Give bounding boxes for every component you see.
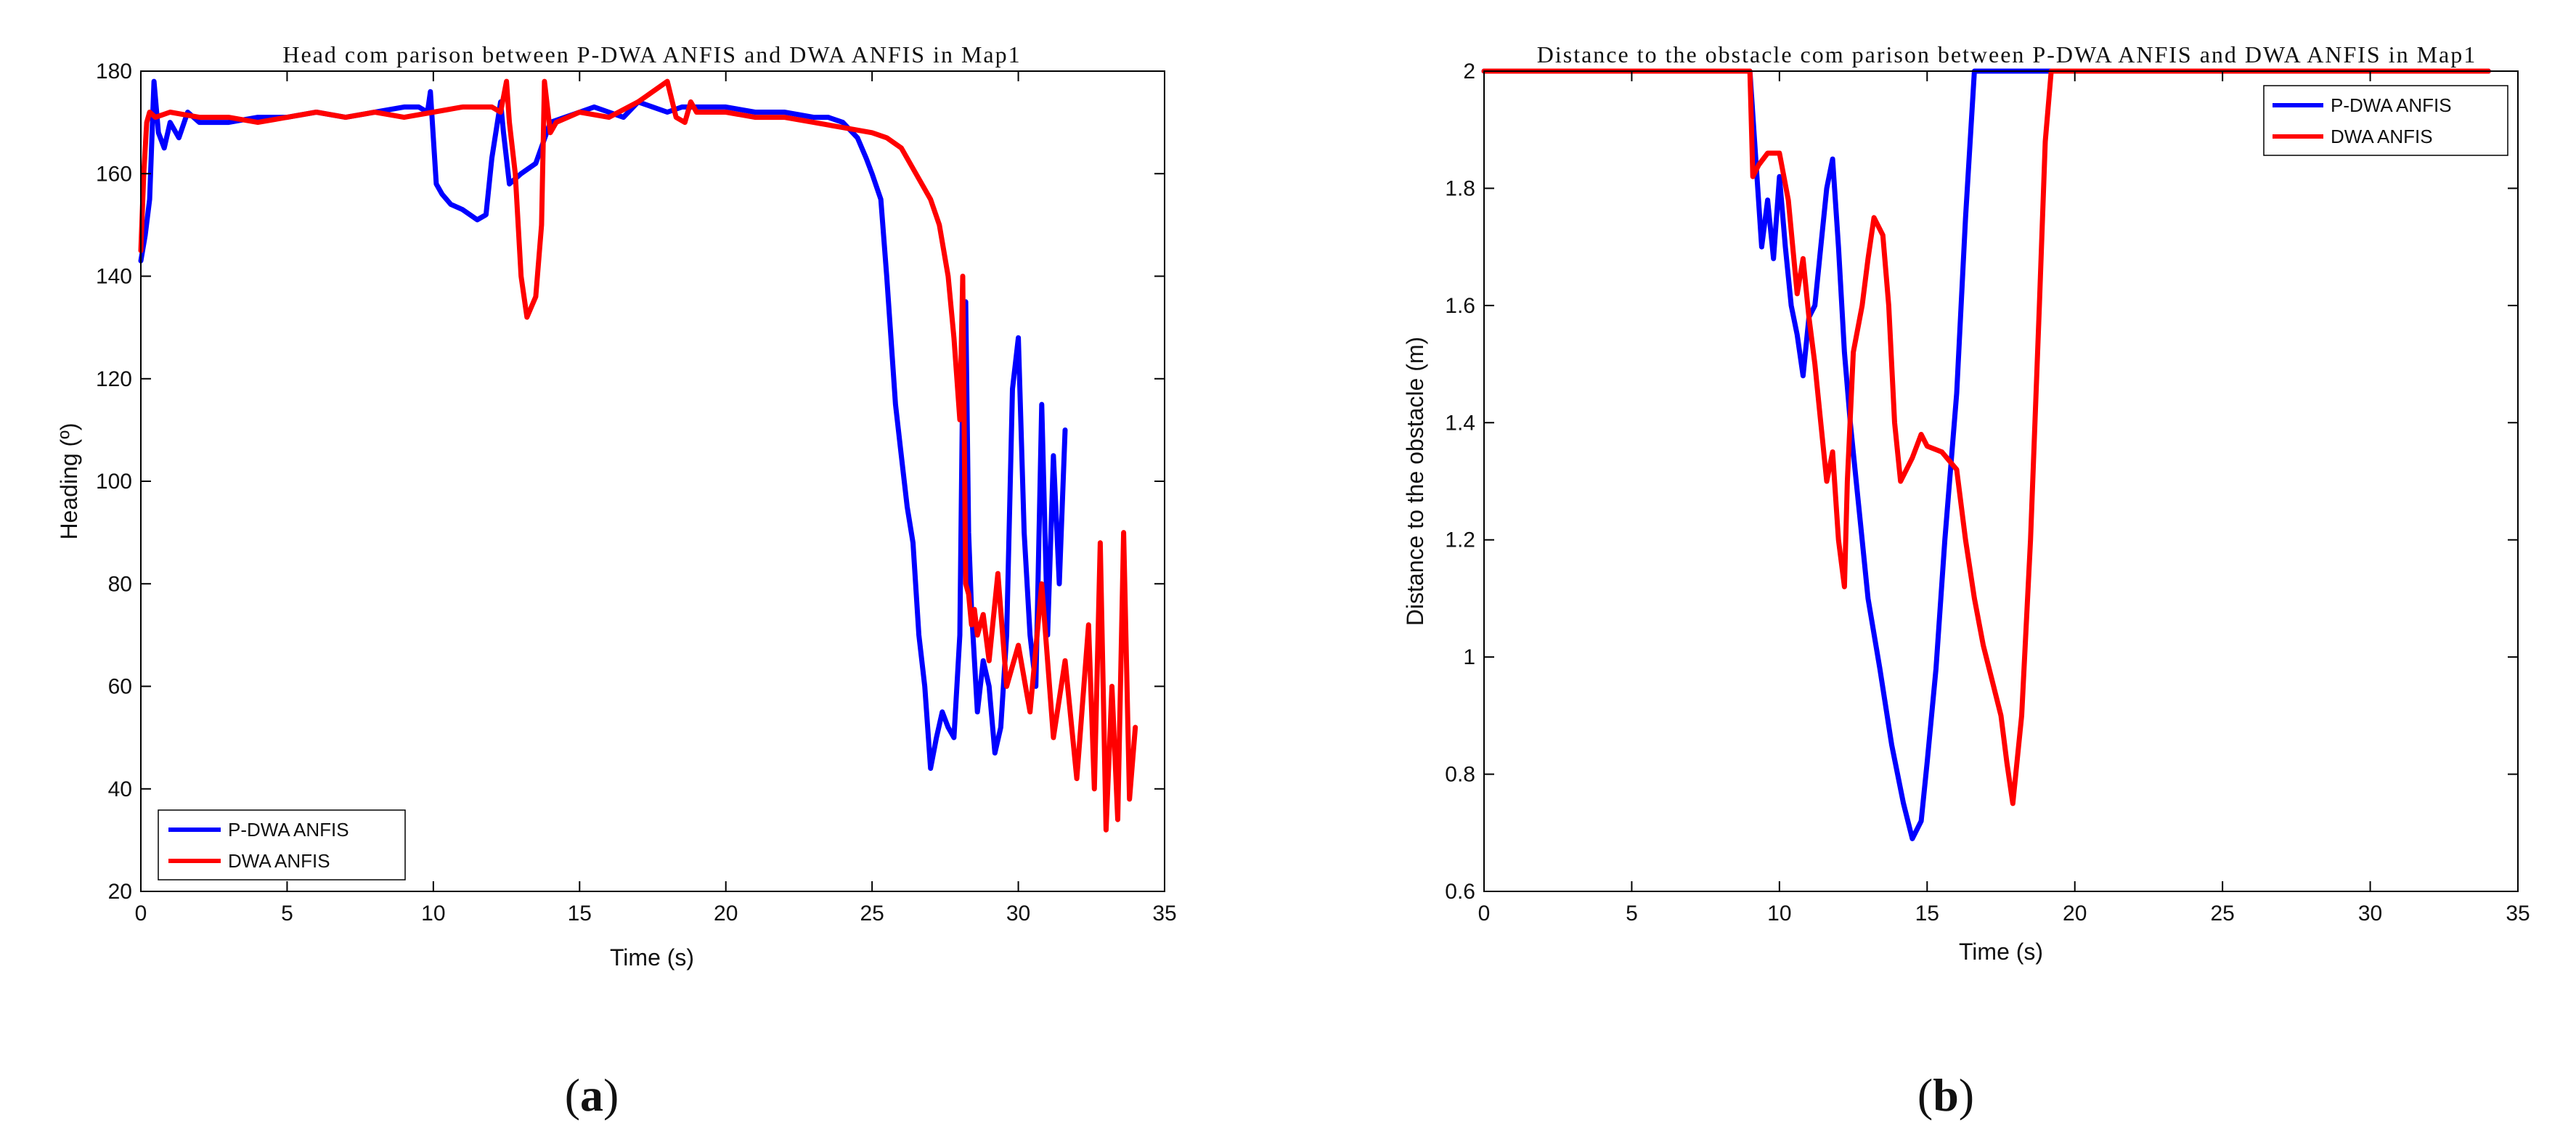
- y-tick-label: 0.6: [1445, 880, 1475, 904]
- x-tick-label: 10: [421, 902, 445, 926]
- x-tick-label: 15: [568, 902, 592, 926]
- y-tick-label: 80: [108, 572, 132, 596]
- y-tick-label: 1.6: [1445, 294, 1475, 318]
- x-tick-label: 0: [135, 902, 147, 926]
- y-axis-label: Distance to the obstacle (m): [1402, 337, 1428, 626]
- x-tick-label: 20: [2063, 902, 2087, 926]
- axis-ticks: 0 5 10 15 20 25 30 35 0.6 0.8 1 1.2 1.4 1.6 1.8 2: [1445, 60, 2530, 926]
- y-axis-label: Heading (º): [56, 422, 82, 539]
- series-line-0: [138, 78, 1068, 771]
- x-tick-label: 10: [1767, 902, 1791, 926]
- y-tick-label: 120: [96, 367, 132, 391]
- legend: P-DWA ANFIS DWA ANFIS: [2263, 85, 2508, 156]
- y-tick-label: 40: [108, 777, 132, 801]
- x-tick-label: 35: [1152, 902, 1176, 926]
- y-tick-label: 180: [96, 60, 132, 83]
- x-tick-label: 30: [1006, 902, 1030, 926]
- x-tick-label: 25: [2210, 902, 2234, 926]
- y-tick-label: 0.8: [1445, 763, 1475, 787]
- legend: P-DWA ANFIS DWA ANFIS: [158, 809, 406, 881]
- x-tick-label: 15: [1915, 902, 1939, 926]
- x-tick-label: 30: [2358, 902, 2382, 926]
- y-tick-label: 20: [108, 880, 132, 904]
- y-tick-label: 1: [1463, 645, 1475, 669]
- y-tick-label: 140: [96, 265, 132, 289]
- y-tick-label: 100: [96, 470, 132, 494]
- x-axis-label: Time (s): [610, 944, 694, 971]
- x-tick-label: 0: [1478, 902, 1491, 926]
- chart-marks: [1481, 68, 2491, 841]
- legend-box: [158, 809, 406, 881]
- chart-title: Head com parison between P-DWA ANFIS and…: [282, 41, 1021, 68]
- legend-box: [2263, 85, 2508, 156]
- legend-label: P-DWA ANFIS: [228, 819, 349, 841]
- x-tick-label: 35: [2506, 902, 2530, 926]
- legend-label: P-DWA ANFIS: [2331, 94, 2452, 116]
- chart-title: Distance to the obstacle com parison bet…: [1537, 41, 2477, 68]
- legend-label: DWA ANFIS: [228, 850, 330, 872]
- series-line-1: [1481, 68, 2491, 806]
- y-tick-label: 2: [1463, 60, 1475, 83]
- y-tick-label: 1.8: [1445, 176, 1475, 200]
- panel-label: (a): [565, 1069, 619, 1121]
- x-axis-label: Time (s): [1959, 939, 2043, 965]
- x-tick-label: 20: [714, 902, 738, 926]
- x-tick-label: 25: [860, 902, 884, 926]
- series-line-1: [138, 78, 1138, 833]
- y-tick-label: 1.4: [1445, 411, 1475, 435]
- x-tick-label: 5: [281, 902, 293, 926]
- series-line-0: [1481, 68, 2491, 841]
- legend-label: DWA ANFIS: [2331, 126, 2433, 147]
- heading-chart: Head com parison between P-DWA ANFIS and…: [56, 41, 1177, 1121]
- panel-label: (b): [1917, 1069, 1974, 1121]
- axis-ticks: 0 5 10 15 20 25 30 35 20 40 60 80 100 120 140 160 180: [96, 60, 1177, 926]
- y-tick-label: 60: [108, 675, 132, 699]
- distance-chart: Distance to the obstacle com parison bet…: [1402, 41, 2530, 1121]
- y-tick-label: 1.2: [1445, 528, 1475, 552]
- y-tick-label: 160: [96, 162, 132, 186]
- plot-frame: [1483, 70, 2519, 892]
- x-tick-label: 5: [1626, 902, 1638, 926]
- chart-marks: [138, 78, 1138, 833]
